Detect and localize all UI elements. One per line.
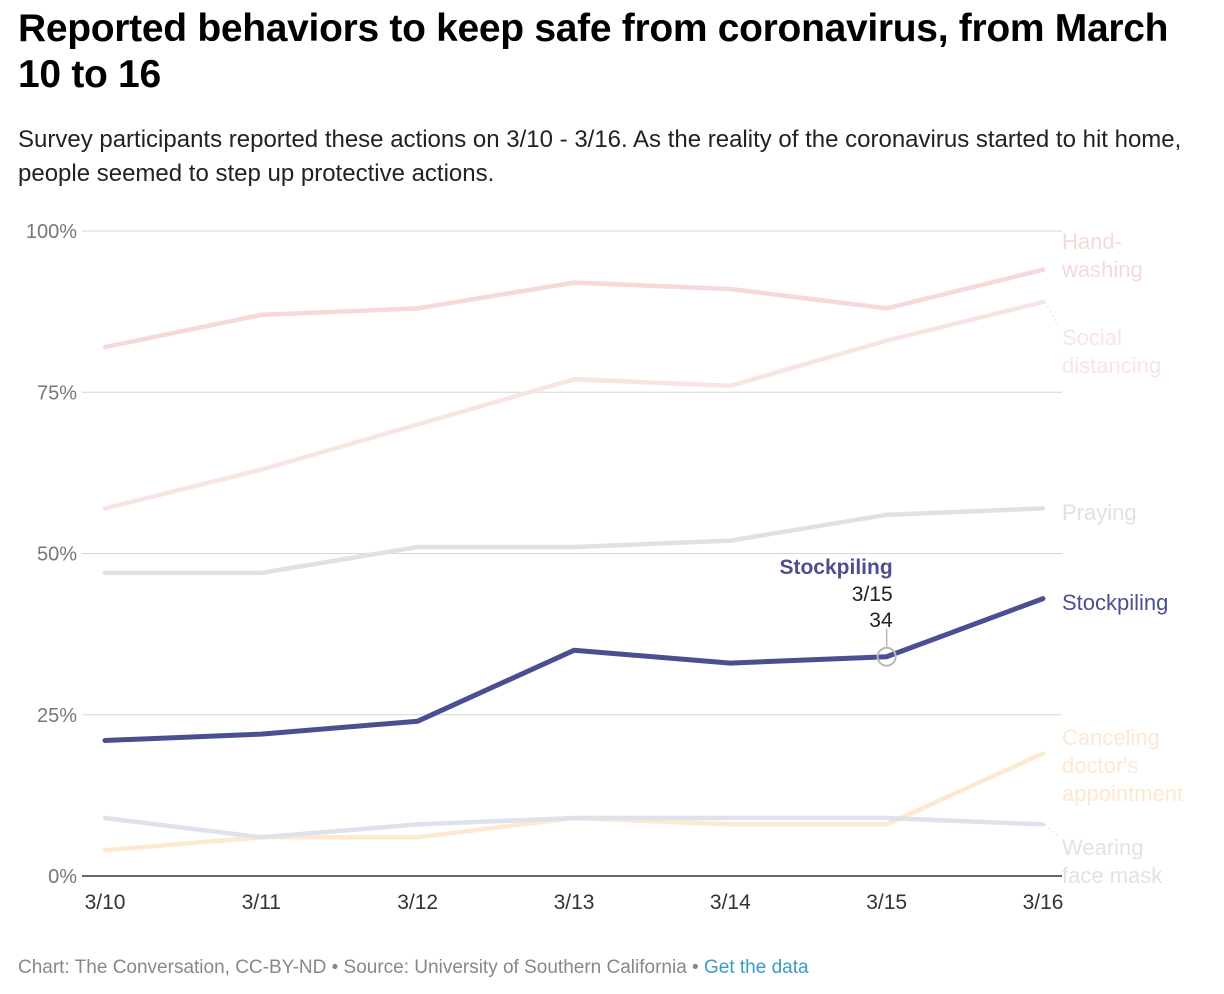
series-end-label: Wearing [1062, 835, 1144, 860]
x-tick-label: 3/15 [866, 891, 907, 914]
y-tick-label: 75% [37, 382, 77, 404]
tooltip: Stockpiling 3/15 34 [779, 556, 897, 667]
series-lines [102, 267, 1046, 853]
series-line-praying [102, 506, 1046, 576]
chart-subtitle: Survey participants reported these actio… [18, 126, 1182, 187]
x-tick-label: 3/14 [710, 891, 751, 914]
series-line-wearing-face-mask [102, 815, 1046, 840]
series-end-label: washing [1061, 257, 1143, 282]
x-axis-ticks: 3/10 3/11 3/12 3/13 3/14 3/15 3/16 [85, 891, 1064, 914]
series-end-label: face mask [1062, 863, 1163, 888]
series-end-label: doctor's [1062, 753, 1138, 778]
chart-footer: Chart: The Conversation, CC-BY-ND • Sour… [18, 957, 809, 979]
grid-lines [82, 230, 1062, 877]
y-axis-ticks: 0% 25% 50% 75% 100% [26, 221, 77, 888]
label-leader-line [1044, 823, 1061, 839]
label-leader-line [1044, 301, 1061, 329]
tooltip-series-name: Stockpiling [779, 556, 892, 579]
y-tick-label: 25% [37, 705, 77, 727]
tooltip-category: 3/15 [852, 583, 893, 606]
series-labels: Hand-washing Social distancing Praying Stock… [1044, 229, 1183, 888]
x-tick-label: 3/11 [242, 891, 281, 914]
series-end-label: Social [1062, 325, 1122, 350]
series-end-label: Canceling [1062, 725, 1160, 750]
series-end-label: distancing [1062, 353, 1161, 378]
get-the-data-link[interactable]: Get the data [703, 957, 809, 978]
series-end-label: Praying [1062, 500, 1137, 525]
x-tick-label: 3/13 [554, 891, 595, 914]
series-line-stockpiling [102, 596, 1046, 743]
y-tick-label: 0% [48, 866, 77, 888]
series-line-social-distancing [102, 299, 1046, 511]
x-tick-label: 3/16 [1023, 891, 1064, 914]
series-end-label: Hand- [1062, 229, 1122, 254]
series-end-label: appointment [1062, 781, 1183, 806]
tooltip-value: 34 [869, 609, 893, 632]
tooltip-marker [876, 646, 897, 667]
chart-title: Reported behaviors to keep safe from cor… [18, 7, 1169, 96]
series-line-hand-washing [102, 267, 1046, 350]
y-tick-label: 100% [26, 221, 77, 243]
x-tick-label: 3/10 [85, 891, 126, 914]
y-tick-label: 50% [37, 544, 77, 566]
series-end-label: Stockpiling [1062, 590, 1168, 615]
x-tick-label: 3/12 [397, 891, 438, 914]
footer-credit: Chart: The Conversation, CC-BY-ND • Sour… [18, 957, 704, 978]
